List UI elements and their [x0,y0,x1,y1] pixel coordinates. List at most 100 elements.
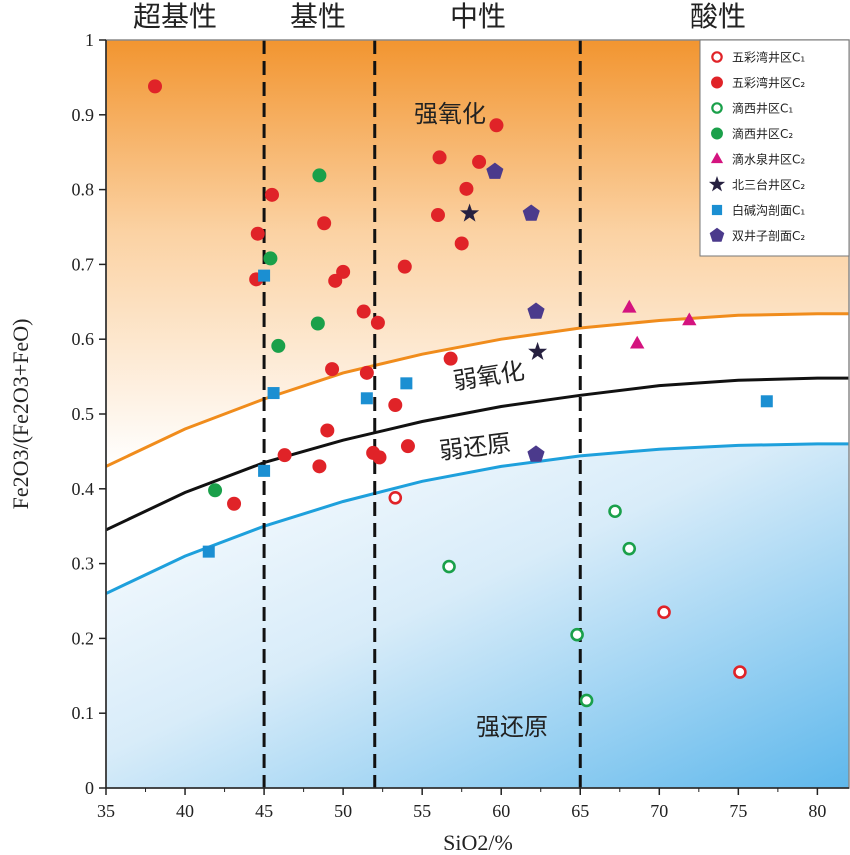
data-point-series-2 [443,351,458,366]
data-point-series-5 [682,312,697,326]
data-point-series-2 [250,226,265,241]
data-point-series-7 [760,395,773,408]
zone-label-ultrabasic: 超基性 [133,0,217,33]
x-tick-label: 55 [413,801,431,821]
y-tick-label: 0.9 [72,105,95,125]
data-point-series-7 [258,464,271,477]
y-tick-label: 0.7 [72,254,95,274]
data-point-series-4 [271,338,286,353]
data-point-series-2 [430,208,445,223]
data-point-series-2 [356,304,371,319]
data-point-series-4 [310,316,325,331]
legend-label: 北三台井区C₂ [732,177,805,192]
data-point-series-2 [148,79,163,94]
data-point-series-7 [360,392,373,405]
legend-marker [711,51,723,63]
y-tick-label: 0.2 [72,628,95,648]
data-point-series-6 [460,203,480,222]
x-tick-label: 80 [808,801,826,821]
data-point-series-7 [258,269,271,282]
legend-label: 白碱沟剖面C₁ [732,203,805,218]
data-point-series-8 [486,162,504,179]
data-point-series-1 [733,665,747,679]
y-tick-label: 0.3 [72,554,95,574]
legend-marker [708,176,726,192]
data-point-series-2 [312,459,327,474]
y-tick-label: 0 [85,778,94,798]
data-point-series-2 [388,398,403,413]
zone-label-acid: 酸性 [690,0,746,33]
data-point-series-7 [267,387,280,400]
boundary-curve-2 [106,376,849,532]
data-point-series-7 [400,377,413,390]
x-tick-label: 65 [571,801,589,821]
legend-marker [711,204,723,216]
data-point-series-2 [227,496,242,511]
data-point-series-5 [630,335,645,349]
zone-label-basic: 基性 [290,0,346,33]
data-point-series-7 [202,545,215,558]
data-point-series-5 [622,299,637,313]
data-point-series-2 [397,259,412,274]
data-point-series-2 [400,439,415,454]
strong-oxidation-region [106,40,849,467]
data-point-series-4 [263,251,278,266]
data-point-series-2 [317,216,332,231]
y-tick-label: 0.5 [72,404,95,424]
data-point-series-2 [472,154,487,169]
data-point-series-2 [277,448,292,463]
legend-marker [710,152,724,164]
data-point-series-8 [522,204,540,221]
data-point-series-2 [325,362,340,377]
data-point-series-3 [579,693,594,708]
data-point-series-3 [622,541,637,556]
zone-label-intermediate: 中性 [450,0,506,33]
legend-box [699,39,850,257]
x-tick-label: 45 [255,801,273,821]
data-point-series-2 [359,365,374,380]
legend-marker [711,102,723,114]
data-point-series-2 [372,450,387,465]
boundary-curve-1 [106,312,849,468]
region-label-strong-oxidation: 强氧化 [414,100,486,128]
data-point-series-8 [527,445,545,462]
data-point-series-2 [454,236,469,251]
x-tick-label: 40 [176,801,194,821]
data-point-series-3 [570,627,584,642]
x-tick-label: 70 [650,801,668,821]
x-tick-label: 35 [97,801,115,821]
data-point-series-8 [527,302,545,319]
x-tick-label: 60 [492,801,510,821]
data-point-series-2 [336,264,351,279]
x-tick-label: 50 [334,801,352,821]
y-axis-title: Fe2O3/(Fe2O3+FeO) [8,319,33,510]
x-axis-title: SiO2/% [443,830,513,855]
legend-label: 滴水泉井区C₂ [732,152,805,167]
y-tick-label: 0.4 [72,479,95,499]
data-point-series-4 [312,168,327,183]
y-tick-label: 1 [85,30,94,50]
y-tick-label: 0.1 [72,703,95,723]
data-point-series-1 [657,605,671,620]
data-point-series-6 [528,341,548,360]
legend-marker [709,227,725,242]
legend-label: 五彩湾井区C₂ [732,75,805,90]
data-point-series-4 [208,483,223,498]
legend-label: 滴西井区C₁ [732,101,793,116]
data-point-series-1 [388,490,403,505]
data-point-series-2 [432,150,447,165]
legend-label: 滴西井区C₂ [732,126,793,141]
y-tick-label: 0.6 [72,329,95,349]
legend-marker [711,127,723,140]
region-label-weak-oxidation: 弱氧化 [451,357,526,396]
legend-label: 五彩湾井区C₁ [732,50,805,65]
y-tick-label: 0.8 [72,180,95,200]
data-point-series-2 [264,187,279,202]
region-label-weak-reduction: 弱还原 [438,429,513,466]
data-point-series-2 [370,315,385,330]
data-point-series-2 [328,273,343,288]
data-point-series-3 [442,559,456,574]
region-label-strong-reduction: 强还原 [476,713,548,741]
data-point-series-2 [489,118,504,133]
